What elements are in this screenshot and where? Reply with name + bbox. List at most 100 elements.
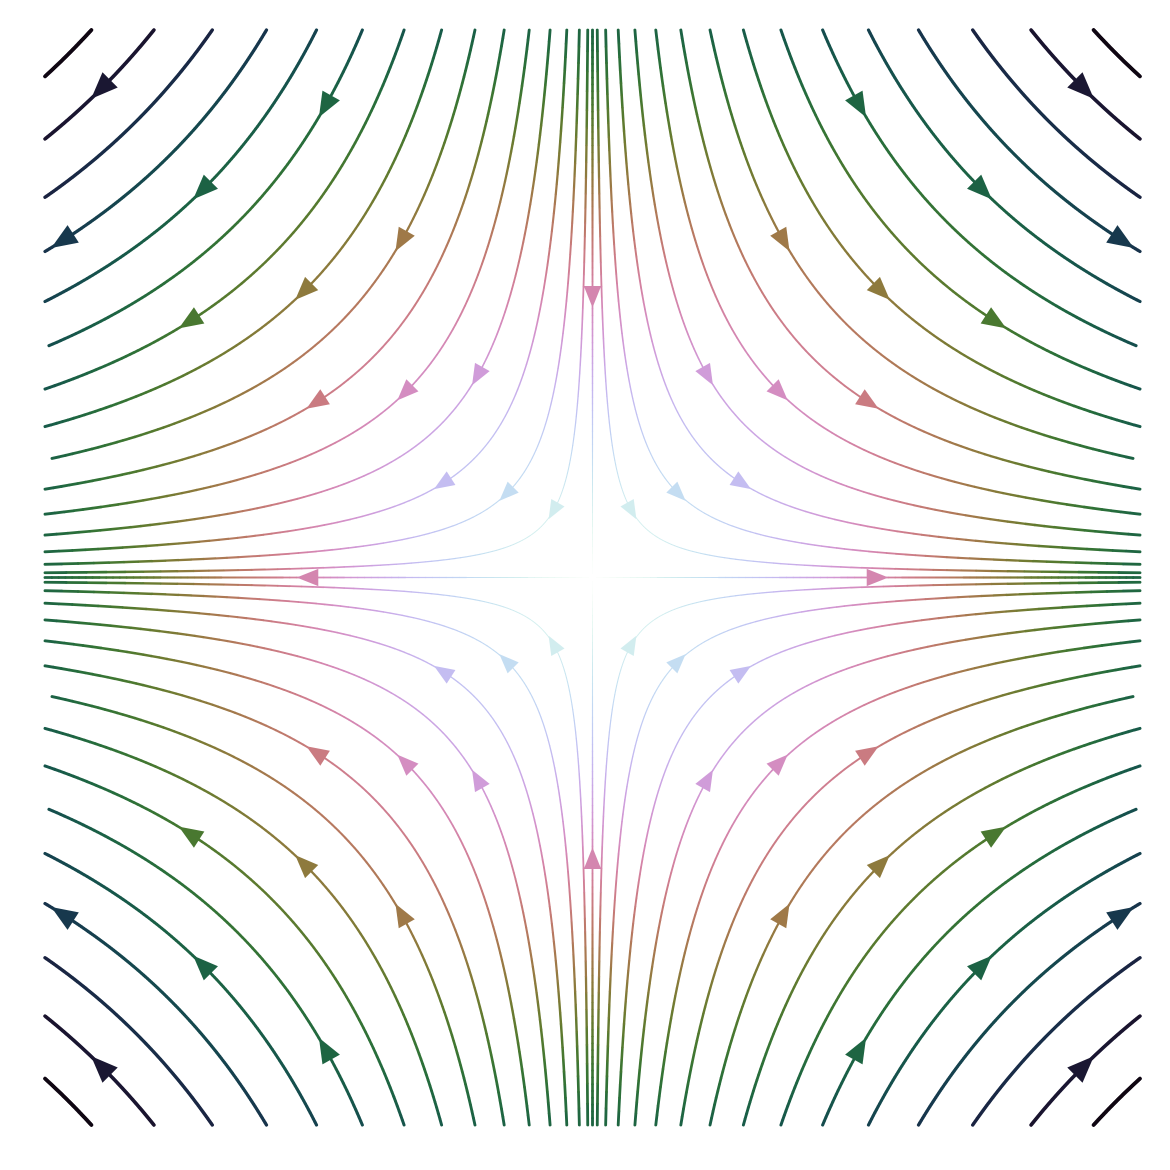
- streamline-segment: [323, 548, 334, 552]
- streamline-segment: [573, 428, 576, 436]
- streamline-segment: [651, 618, 656, 622]
- streamline-segment: [551, 392, 555, 400]
- streamline-segment: [563, 480, 566, 486]
- streamline-segment: [608, 990, 612, 1006]
- streamline-segment: [202, 557, 217, 561]
- streamline-segment: [737, 732, 743, 738]
- streamline-segment: [956, 556, 971, 560]
- streamline-segment: [640, 104, 645, 118]
- streamline-segment: [629, 761, 633, 769]
- streamline-segment: [632, 750, 635, 758]
- streamline-segment: [843, 548, 854, 551]
- streamline-segment: [560, 106, 564, 121]
- streamline-segment: [787, 589, 798, 592]
- streamline-segment: [494, 333, 498, 340]
- streamline-segment: [1132, 726, 1142, 732]
- streamline-segment: [433, 529, 440, 533]
- streamline-segment: [684, 820, 689, 828]
- streamline-segment: [1136, 248, 1142, 254]
- streamline-segment: [604, 372, 607, 383]
- streamline-segment: [633, 1112, 638, 1127]
- streamline-segment: [691, 715, 695, 720]
- streamline-segment: [55, 531, 70, 536]
- streamline-segment: [896, 621, 906, 625]
- streamline-segment: [1127, 618, 1142, 623]
- streamline: [654, 28, 1142, 516]
- streamline-segment: [687, 932, 692, 941]
- streamline-segment: [940, 477, 950, 482]
- streamline: [595, 580, 1142, 1127]
- streamline-segment: [688, 431, 693, 437]
- streamline-segment: [564, 42, 568, 59]
- streamline-segment: [731, 410, 737, 416]
- streamline-segment: [177, 541, 191, 545]
- streamline-segment: [309, 525, 319, 529]
- streamline-segment: [827, 517, 836, 521]
- streamline: [595, 28, 1142, 575]
- streamline-segment: [566, 468, 569, 474]
- streamline-segment: [622, 340, 625, 349]
- streamline-segment: [928, 534, 940, 538]
- streamline-segment: [845, 666, 854, 670]
- streamline-segment: [876, 601, 888, 604]
- streamline-segment: [698, 704, 704, 710]
- streamline-segment: [568, 253, 572, 266]
- streamline-segment: [1082, 505, 1095, 510]
- streamline-segment: [664, 477, 668, 482]
- streamline-segment: [1130, 342, 1138, 348]
- streamline-segment: [679, 836, 683, 844]
- streamline-segment: [1062, 624, 1076, 629]
- streamline-segment: [387, 563, 398, 566]
- streamline-segment: [621, 488, 624, 493]
- streamline-segment: [685, 938, 690, 948]
- streamline-segment: [628, 380, 632, 388]
- streamline-segment: [700, 510, 706, 514]
- streamline-segment: [497, 423, 502, 429]
- streamline-segment: [644, 308, 648, 317]
- streamline-segment: [851, 487, 859, 491]
- streamline-segment: [697, 508, 702, 512]
- streamline-segment: [575, 409, 578, 418]
- streamline: [583, 580, 602, 1127]
- streamline-segment: [752, 560, 761, 563]
- streamline-segment: [489, 504, 494, 508]
- streamline-segment: [443, 526, 450, 530]
- streamline: [679, 664, 1142, 1127]
- streamline-segment: [675, 165, 680, 176]
- streamline-segment: [619, 828, 622, 839]
- streamline-segment: [752, 661, 759, 666]
- streamline-segment: [704, 879, 709, 887]
- streamline-segment: [656, 358, 660, 366]
- arrow-head: [766, 379, 788, 401]
- arrow-head: [770, 226, 790, 252]
- streamline-segment: [980, 487, 990, 492]
- streamline-segment: [910, 683, 919, 688]
- streamline-segment: [1137, 136, 1142, 141]
- streamline-segment: [821, 636, 830, 640]
- streamline-segment: [555, 173, 559, 186]
- streamline-segment: [657, 226, 662, 236]
- streamline-segment: [768, 705, 774, 710]
- streamline-segment: [1031, 592, 1049, 596]
- streamline-segment: [389, 540, 397, 543]
- streamline-segment: [1005, 558, 1021, 562]
- streamline-segment: [922, 679, 931, 684]
- streamline-segment: [536, 143, 541, 155]
- streamline-segment: [810, 639, 818, 643]
- streamline-segment: [559, 118, 564, 133]
- streamline-segment: [754, 532, 762, 536]
- streamline-segment: [1037, 606, 1052, 611]
- streamline-segment: [1133, 385, 1142, 391]
- streamline-segment: [806, 468, 813, 473]
- streamline-segment: [656, 47, 661, 61]
- streamline-segment: [512, 393, 517, 400]
- streamline-segment: [710, 458, 715, 463]
- streamline-segment: [776, 537, 784, 541]
- streamline-segment: [691, 805, 695, 812]
- streamline-segment: [880, 655, 889, 659]
- streamline-segment: [555, 374, 558, 382]
- streamline-segment: [525, 218, 529, 229]
- streamline-segment: [302, 494, 311, 499]
- streamline-segment: [881, 527, 891, 532]
- streamline-segment: [564, 476, 567, 482]
